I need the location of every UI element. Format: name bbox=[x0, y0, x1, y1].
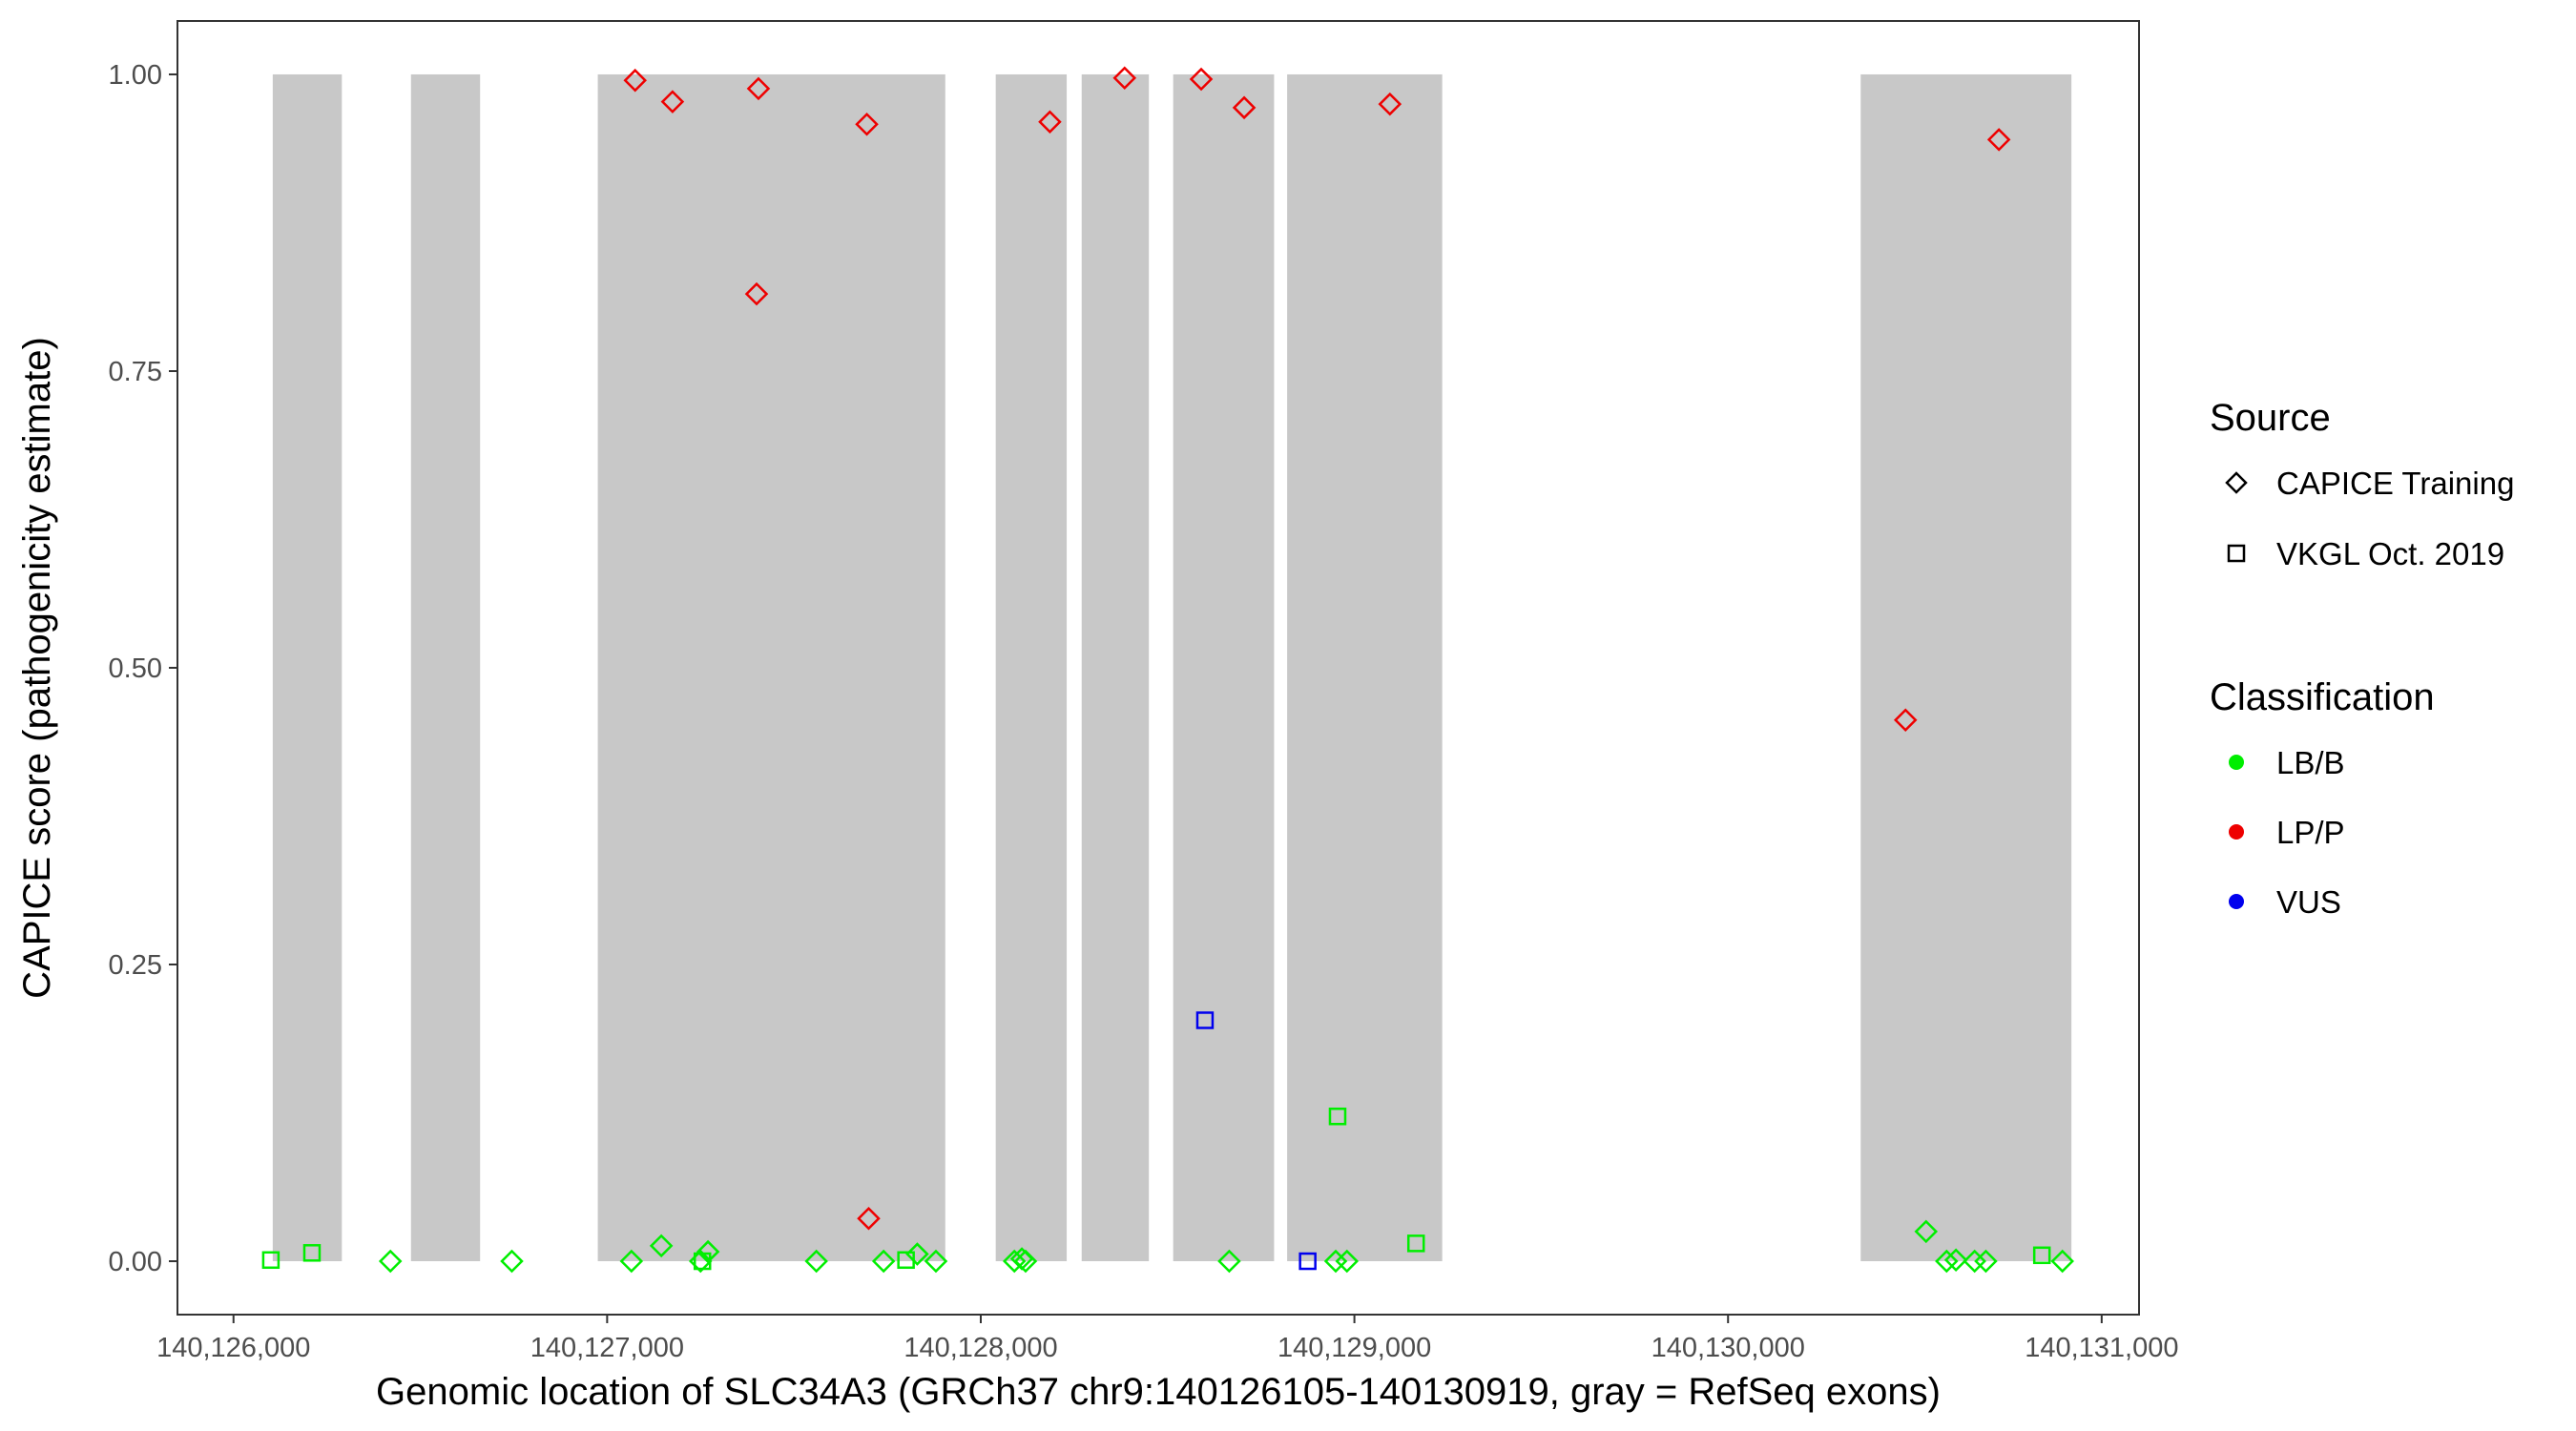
exon-region-5 bbox=[1081, 73, 1150, 1262]
y-axis: 0.00 0.25 0.50 0.75 1.00 bbox=[109, 60, 177, 1277]
x-tick-label: 140,130,000 bbox=[1652, 1333, 1805, 1363]
x-tick-label: 140,126,000 bbox=[156, 1333, 310, 1363]
point-diamond bbox=[619, 1249, 644, 1274]
data-points bbox=[261, 66, 2074, 1274]
point-diamond bbox=[2050, 1249, 2074, 1274]
point-diamond bbox=[744, 281, 769, 306]
point-diamond bbox=[855, 112, 879, 136]
exon-region-4 bbox=[995, 73, 1068, 1262]
y-axis-title: CAPICE score (pathogenicity estimate) bbox=[16, 337, 58, 999]
legend-item-vus: VUS bbox=[2276, 884, 2341, 920]
point-square bbox=[693, 1252, 712, 1271]
point-diamond bbox=[1189, 67, 1214, 92]
panel-background bbox=[177, 21, 2139, 1315]
point-diamond bbox=[905, 1242, 929, 1266]
exon-region-3 bbox=[597, 73, 945, 1262]
point-diamond bbox=[1974, 1249, 1998, 1274]
point-square bbox=[261, 1251, 280, 1270]
y-tick-label: 0.75 bbox=[109, 357, 162, 387]
legend-source-title: Source bbox=[2210, 397, 2331, 439]
point-diamond bbox=[1335, 1249, 1360, 1274]
exon-region-7 bbox=[1287, 73, 1443, 1262]
point-diamond bbox=[623, 68, 648, 93]
point-diamond bbox=[1232, 95, 1257, 120]
exon-region-8 bbox=[1860, 73, 2072, 1262]
point-diamond bbox=[1038, 110, 1062, 135]
point-diamond bbox=[1986, 128, 2011, 152]
point-diamond bbox=[1002, 1249, 1027, 1274]
point-square bbox=[2032, 1246, 2051, 1265]
point-diamond bbox=[660, 90, 685, 114]
exon-region-2 bbox=[410, 73, 481, 1262]
exon-regions bbox=[272, 73, 2072, 1262]
point-diamond bbox=[746, 76, 771, 101]
point-diamond bbox=[924, 1249, 948, 1274]
x-axis: 140,126,000 140,127,000 140,128,000 140,129… bbox=[156, 1315, 2178, 1363]
x-tick-label: 140,131,000 bbox=[2025, 1333, 2178, 1363]
point-diamond bbox=[1217, 1249, 1241, 1274]
point-diamond bbox=[378, 1249, 403, 1274]
x-tick-label: 140,129,000 bbox=[1278, 1333, 1431, 1363]
x-tick-label: 140,128,000 bbox=[904, 1333, 1057, 1363]
legend: Source CAPICE Training VKGL Oct. 2019 Cl… bbox=[2210, 397, 2514, 920]
point-square bbox=[1298, 1252, 1317, 1271]
point-diamond bbox=[804, 1249, 828, 1274]
point-diamond bbox=[1893, 708, 1918, 733]
legend-square-key bbox=[2227, 544, 2246, 563]
point-diamond bbox=[1914, 1219, 1939, 1244]
legend-lpp-key bbox=[2229, 824, 2244, 840]
y-tick-label: 0.00 bbox=[109, 1247, 162, 1277]
point-diamond bbox=[1943, 1248, 1968, 1273]
point-diamond bbox=[1935, 1249, 1959, 1274]
legend-vus-key bbox=[2229, 894, 2244, 909]
point-diamond bbox=[649, 1234, 674, 1258]
legend-lbb-key bbox=[2229, 755, 2244, 770]
point-diamond bbox=[1378, 92, 1402, 116]
point-square bbox=[1195, 1011, 1215, 1029]
point-square bbox=[897, 1251, 915, 1270]
point-diamond bbox=[1013, 1249, 1038, 1274]
x-axis-title: Genomic location of SLC34A3 (GRCh37 chr9… bbox=[376, 1371, 1941, 1413]
point-diamond bbox=[1323, 1249, 1348, 1274]
point-square bbox=[1328, 1107, 1347, 1126]
exon-region-1 bbox=[272, 73, 343, 1262]
point-diamond bbox=[500, 1249, 524, 1274]
legend-item-lbb: LB/B bbox=[2276, 745, 2345, 780]
point-diamond bbox=[1963, 1249, 1986, 1274]
legend-classification-title: Classification bbox=[2210, 676, 2435, 718]
point-square bbox=[1406, 1234, 1425, 1253]
y-tick-label: 0.50 bbox=[109, 653, 162, 684]
y-tick-label: 1.00 bbox=[109, 60, 162, 91]
point-square bbox=[302, 1244, 322, 1262]
point-diamond bbox=[857, 1206, 881, 1231]
x-tick-label: 140,127,000 bbox=[530, 1333, 684, 1363]
point-diamond bbox=[696, 1239, 720, 1264]
point-diamond bbox=[1112, 66, 1137, 90]
legend-diamond-key bbox=[2225, 471, 2248, 494]
y-tick-label: 0.25 bbox=[109, 950, 162, 981]
legend-item-lpp: LP/P bbox=[2276, 815, 2345, 850]
exon-region-6 bbox=[1173, 73, 1275, 1262]
point-diamond bbox=[871, 1249, 896, 1274]
legend-item-vkgl: VKGL Oct. 2019 bbox=[2276, 536, 2504, 571]
legend-item-capice-training: CAPICE Training bbox=[2276, 466, 2514, 501]
